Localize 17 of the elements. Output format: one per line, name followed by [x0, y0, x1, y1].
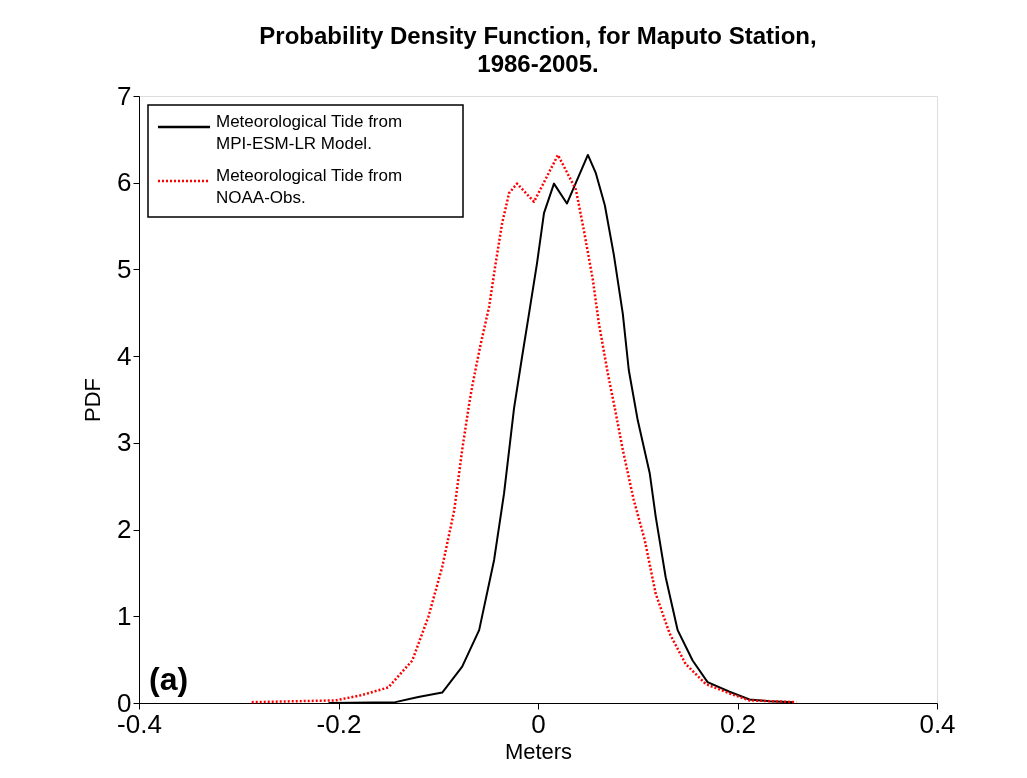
legend-label: Meteorological Tide from MPI-ESM-LR Model. — [216, 112, 403, 153]
x-axis-title: Meters — [504, 738, 573, 764]
y-tick-label: 1 — [117, 600, 132, 631]
y-tick-label: 6 — [117, 167, 132, 198]
y-axis-title: PDF — [80, 378, 106, 422]
x-tick-label: -0.2 — [316, 708, 362, 739]
y-tick-label: 2 — [117, 514, 132, 545]
x-tick-label: 0.4 — [919, 708, 956, 739]
x-tick-label: 0.2 — [719, 708, 757, 739]
chart-title: Probability Density Function, for Maputo Station, 1986-2005. — [259, 22, 817, 77]
annotation: (a) — [149, 661, 189, 697]
y-tick-label: 5 — [117, 253, 132, 284]
x-tick-label: 0 — [531, 708, 546, 739]
y-tick-label: 7 — [117, 80, 132, 111]
y-tick-label: 3 — [117, 427, 132, 458]
y-tick-label: 4 — [117, 340, 132, 371]
legend-label: Meteorological Tide from NOAA-Obs. — [216, 166, 403, 207]
